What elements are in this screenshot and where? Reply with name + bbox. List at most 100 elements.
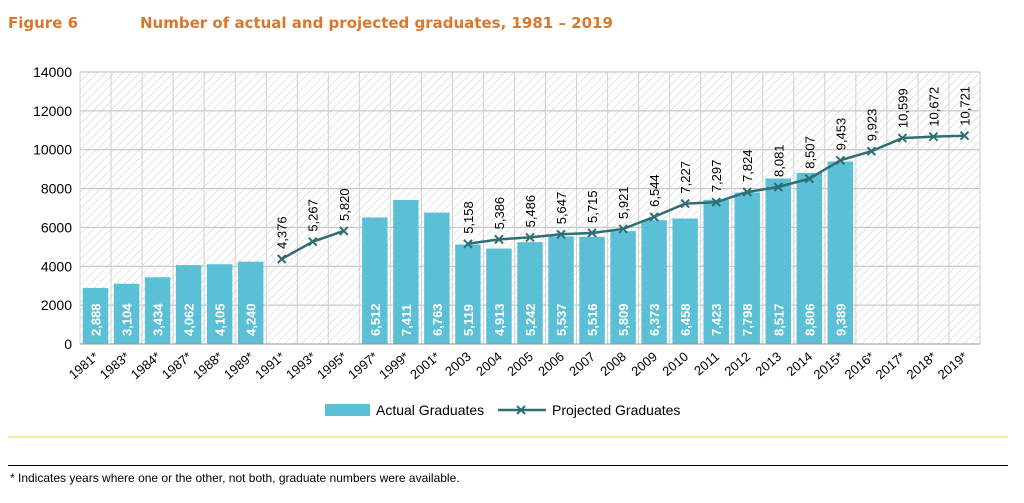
- actual-graduates-bar: [610, 231, 636, 344]
- line-value-label: 5,647: [554, 192, 569, 225]
- bar-value-label: 5,242: [523, 303, 538, 336]
- actual-graduates-bar: [393, 200, 419, 344]
- projected-graduates-marker: [618, 224, 628, 234]
- actual-graduates-bar: [796, 172, 823, 344]
- x-tick-label: 1997*: [345, 349, 381, 382]
- line-value-label: 10,672: [926, 87, 941, 127]
- bar-value-label: 5,119: [461, 304, 476, 336]
- projected-graduates-marker: [804, 174, 815, 184]
- x-tick-label: 1983*: [97, 349, 133, 382]
- bar-value-label: 3,104: [120, 303, 135, 336]
- actual-graduates-bar: [827, 161, 854, 344]
- projected-graduates-marker: [308, 236, 318, 247]
- projected-graduates-marker: [711, 197, 721, 207]
- bar-value-label: 5,516: [585, 303, 600, 336]
- x-tick-label: 2011: [691, 349, 722, 378]
- bar-value-label: 6,512: [368, 303, 383, 336]
- line-value-label: 5,486: [523, 195, 538, 228]
- actual-graduates-bar: [237, 261, 264, 344]
- actual-graduates-bar: [517, 242, 543, 344]
- line-value-label: 8,507: [802, 136, 817, 169]
- projected-graduates-marker: [525, 232, 535, 243]
- x-tick-label: 2009: [628, 349, 660, 379]
- bar-value-label: 6,373: [647, 303, 662, 336]
- line-value-label: 10,721: [957, 86, 972, 126]
- x-tick-label: 2019*: [935, 349, 971, 382]
- projected-graduates-marker: [680, 198, 690, 209]
- projected-graduates-marker: [897, 133, 908, 143]
- bar-value-label: 3,434: [151, 303, 166, 336]
- x-tick-label: 1995*: [314, 349, 350, 382]
- bar-value-label: 4,913: [492, 303, 507, 336]
- projected-graduates-marker: [339, 226, 349, 236]
- line-value-label: 10,599: [895, 88, 910, 128]
- line-value-label: 9,453: [833, 118, 848, 151]
- projected-graduates-marker: [556, 229, 566, 239]
- bar-value-label: 4,105: [213, 303, 228, 336]
- x-tick-label: 1988*: [190, 349, 226, 382]
- x-tick-label: 2017*: [873, 349, 909, 382]
- actual-graduates-bar: [113, 283, 140, 344]
- projected-graduates-marker: [649, 212, 659, 222]
- line-value-label: 5,158: [461, 201, 476, 234]
- x-tick-label: 2001*: [407, 349, 443, 382]
- y-tick-label: 6000: [41, 219, 72, 235]
- line-value-label: 5,715: [585, 190, 600, 223]
- line-value-label: 4,376: [275, 216, 290, 249]
- actual-graduates-bar: [175, 265, 202, 344]
- x-tick-label: 2010: [659, 349, 691, 379]
- legend-actual-label: Actual Graduates: [376, 402, 484, 418]
- y-tick-label: 10000: [33, 142, 72, 158]
- bar-value-label: 8,517: [771, 303, 786, 336]
- footnote: * Indicates years where one or the other…: [10, 471, 460, 485]
- legend-bar-swatch: [325, 404, 370, 416]
- projected-graduates-marker: [742, 187, 752, 197]
- line-value-label: 5,921: [616, 186, 631, 219]
- actual-graduates-bar: [703, 199, 729, 344]
- line-value-label: 5,267: [306, 199, 321, 232]
- x-tick-label: 2008: [597, 349, 629, 379]
- x-tick-label: 2012: [721, 349, 753, 379]
- bar-value-label: 5,809: [616, 303, 631, 336]
- actual-graduates-bar: [486, 248, 512, 344]
- figure-label: Figure 6: [8, 14, 79, 32]
- y-tick-label: 12000: [33, 103, 72, 119]
- line-value-label: 5,820: [337, 188, 352, 221]
- bar-value-label: 7,411: [399, 304, 414, 336]
- projected-graduates-marker: [959, 130, 970, 141]
- footnote-divider: [8, 465, 1008, 466]
- bar-value-label: 9,389: [833, 303, 848, 336]
- projected-graduates-marker: [928, 131, 939, 142]
- x-tick-label: 2003: [442, 349, 474, 379]
- x-tick-label: 2014: [783, 349, 815, 379]
- bar-value-label: 6,763: [430, 303, 445, 336]
- projected-graduates-marker: [773, 182, 783, 192]
- x-tick-label: 1987*: [159, 349, 195, 382]
- x-tick-label: 1991*: [252, 349, 288, 382]
- y-tick-label: 0: [64, 336, 72, 352]
- bar-value-label: 8,806: [802, 303, 817, 336]
- actual-graduates-bar: [734, 192, 760, 344]
- x-tick-label: 1984*: [128, 349, 164, 382]
- actual-graduates-bar: [641, 220, 667, 344]
- bar-value-label: 2,888: [89, 303, 104, 336]
- actual-graduates-bar: [765, 178, 791, 344]
- y-tick-label: 14000: [33, 64, 72, 80]
- actual-graduates-bar: [82, 287, 109, 344]
- y-tick-label: 8000: [41, 181, 72, 197]
- x-tick-label: 2004: [473, 349, 505, 379]
- bar-value-label: 4,240: [244, 303, 259, 336]
- chart-title: Number of actual and projected graduates…: [140, 14, 613, 32]
- bar-value-label: 6,458: [678, 303, 693, 336]
- x-tick-label: 2016*: [842, 349, 878, 382]
- legend-line-marker: [516, 405, 526, 415]
- projected-graduates-marker: [463, 239, 473, 249]
- projected-graduates-marker: [587, 228, 597, 238]
- x-tick-label: 2013: [752, 349, 784, 379]
- line-value-label: 7,824: [740, 149, 755, 182]
- graduates-chart: 2,888 3,104 3,434 4,062 4,105 4,240 6,512 7,411…: [8, 64, 1008, 438]
- x-tick-label: 2006: [535, 349, 567, 379]
- projected-graduates-marker: [277, 254, 287, 264]
- x-tick-label: 2005: [504, 349, 536, 379]
- actual-graduates-bar: [455, 244, 481, 344]
